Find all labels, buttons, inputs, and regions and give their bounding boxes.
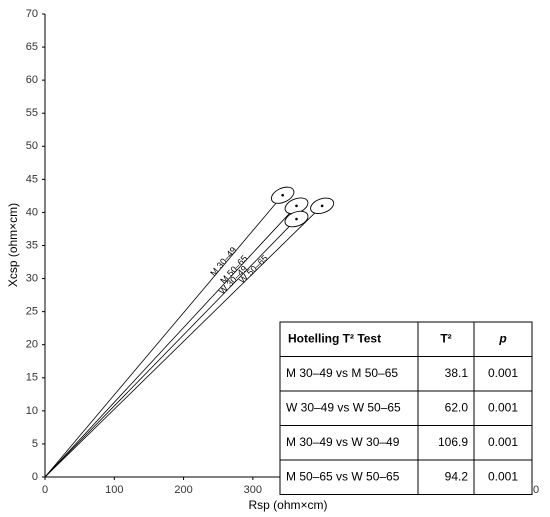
point	[320, 204, 324, 208]
table-cell: 106.9	[438, 435, 468, 449]
point	[295, 204, 298, 208]
y-tick-label: 65	[26, 41, 38, 53]
vector	[44, 205, 297, 478]
x-tick-label: 300	[244, 484, 262, 496]
table-cell: 0.001	[488, 435, 518, 449]
vector	[44, 218, 297, 478]
y-tick-label: 50	[26, 140, 38, 152]
x-tick-label: 200	[174, 484, 192, 496]
vector	[44, 194, 283, 478]
table-header: Hotelling T² Test	[288, 331, 381, 345]
table-header: T²	[440, 331, 451, 345]
y-tick-label: 0	[32, 471, 38, 483]
point	[295, 217, 298, 221]
y-tick-label: 60	[26, 74, 38, 86]
table-cell: M 30–49 vs M 50–65	[286, 366, 398, 380]
y-tick-label: 45	[26, 173, 38, 185]
table-header: p	[498, 331, 506, 345]
table-frame	[279, 321, 533, 495]
y-tick-label: 30	[26, 272, 38, 284]
y-tick-label: 10	[26, 405, 38, 417]
table-cell: 38.1	[445, 366, 469, 380]
y-tick-label: 40	[26, 206, 38, 218]
y-tick-label: 5	[32, 438, 38, 450]
x-axis-label: Rsp (ohm×cm)	[248, 498, 327, 512]
x-tick-label: 0	[42, 484, 48, 496]
y-tick-label: 70	[26, 8, 38, 20]
table-cell: 94.2	[445, 469, 469, 483]
table-cell: W 30–49 vs W 50–65	[286, 400, 401, 414]
y-tick-label: 55	[26, 107, 38, 119]
vector	[44, 205, 323, 478]
point	[281, 193, 284, 197]
table-cell: M 30–49 vs W 30–49	[286, 435, 400, 449]
x-tick-label: 100	[105, 484, 123, 496]
table-cell: M 50–65 vs W 50–65	[286, 469, 400, 483]
y-tick-label: 15	[26, 372, 38, 384]
y-tick-label: 35	[26, 239, 38, 251]
table-cell: 62.0	[445, 400, 469, 414]
y-axis-label: Xcsp (ohm×cm)	[6, 203, 20, 287]
table-cell: 0.001	[488, 366, 518, 380]
y-tick-label: 25	[26, 306, 38, 318]
table-cell: 0.001	[488, 469, 518, 483]
y-tick-label: 20	[26, 339, 38, 351]
table-cell: 0.001	[488, 400, 518, 414]
